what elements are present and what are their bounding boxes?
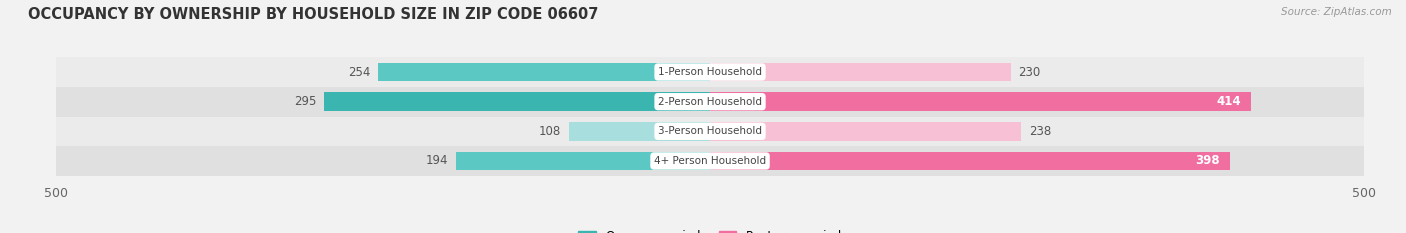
Bar bbox=[56, 146, 1364, 176]
Bar bbox=[56, 87, 1364, 116]
Bar bbox=[457, 152, 710, 170]
Bar bbox=[325, 93, 710, 111]
Text: 295: 295 bbox=[294, 95, 316, 108]
Text: 230: 230 bbox=[1018, 65, 1040, 79]
Bar bbox=[710, 152, 1230, 170]
Text: 254: 254 bbox=[347, 65, 370, 79]
Legend: Owner-occupied, Renter-occupied: Owner-occupied, Renter-occupied bbox=[574, 225, 846, 233]
Bar bbox=[710, 93, 1251, 111]
Text: 108: 108 bbox=[538, 125, 561, 138]
Bar bbox=[710, 63, 1011, 81]
Text: Source: ZipAtlas.com: Source: ZipAtlas.com bbox=[1281, 7, 1392, 17]
Bar bbox=[56, 116, 1364, 146]
Text: 4+ Person Household: 4+ Person Household bbox=[654, 156, 766, 166]
Text: 398: 398 bbox=[1195, 154, 1220, 168]
Text: 3-Person Household: 3-Person Household bbox=[658, 126, 762, 136]
Text: OCCUPANCY BY OWNERSHIP BY HOUSEHOLD SIZE IN ZIP CODE 06607: OCCUPANCY BY OWNERSHIP BY HOUSEHOLD SIZE… bbox=[28, 7, 599, 22]
Bar bbox=[56, 57, 1364, 87]
Text: 414: 414 bbox=[1216, 95, 1241, 108]
Bar bbox=[569, 122, 710, 140]
Text: 1-Person Household: 1-Person Household bbox=[658, 67, 762, 77]
Bar bbox=[710, 122, 1021, 140]
Text: 194: 194 bbox=[426, 154, 449, 168]
Text: 238: 238 bbox=[1029, 125, 1052, 138]
Text: 2-Person Household: 2-Person Household bbox=[658, 97, 762, 107]
Bar bbox=[378, 63, 710, 81]
